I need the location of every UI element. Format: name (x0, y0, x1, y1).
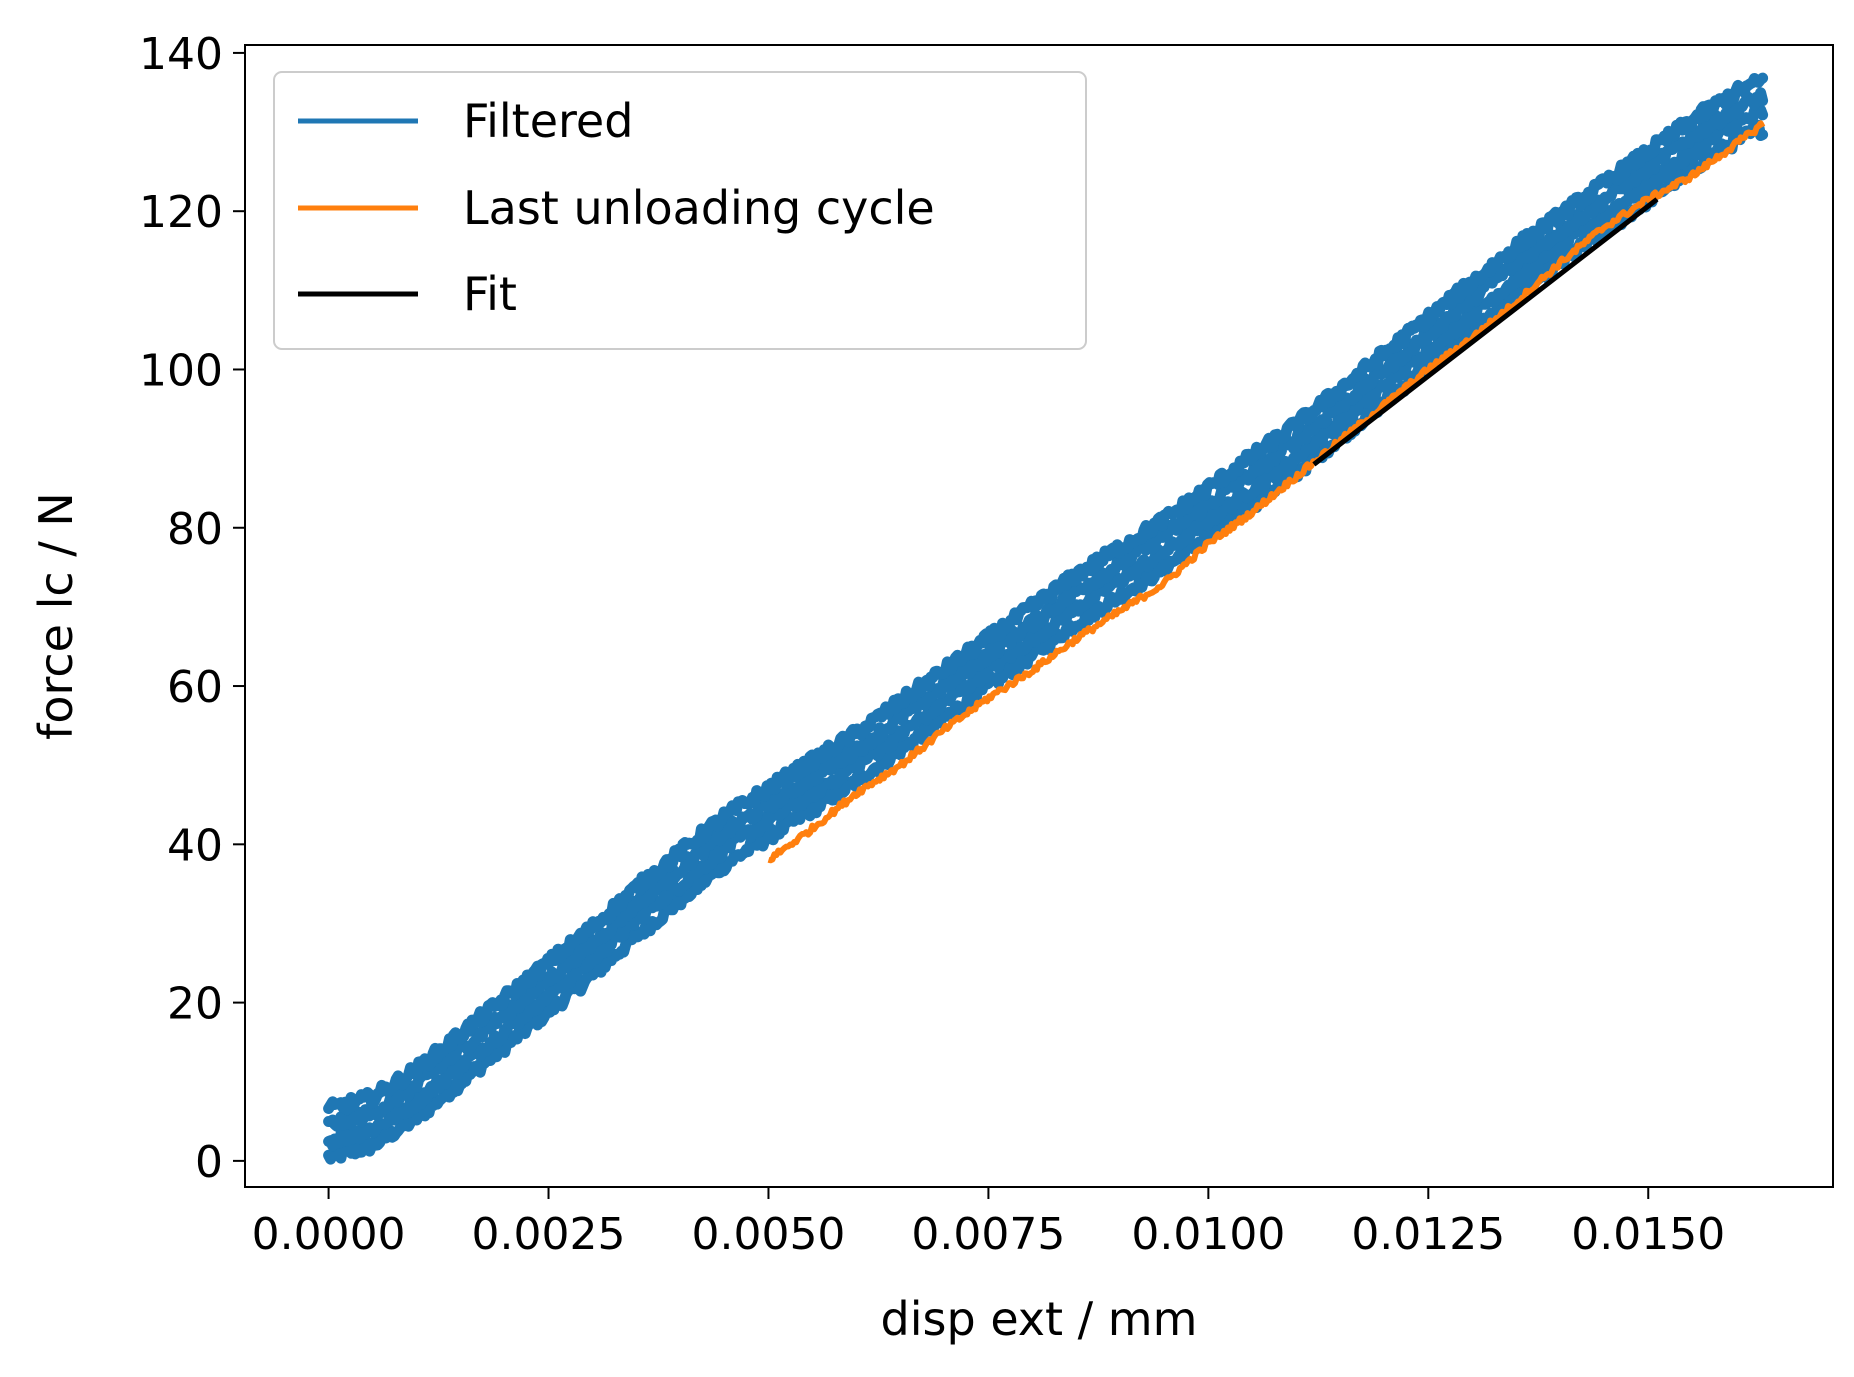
y-tick-label: 80 (167, 504, 223, 555)
legend-box (273, 71, 1087, 350)
y-tick-label: 140 (139, 29, 223, 80)
x-tick-label: 0.0100 (1131, 1209, 1285, 1260)
legend-entry: Filtered (298, 94, 633, 148)
legend: Filtered Last unloading cycle Fit (273, 71, 1087, 350)
y-axis-ticks: 0 20 40 60 80 100 120 140 (139, 29, 245, 1188)
series-fit (1312, 197, 1659, 467)
x-tick-label: 0.0050 (691, 1209, 845, 1260)
x-tick-label: 0.0000 (252, 1209, 406, 1260)
axes-frame (244, 44, 1834, 1188)
series-line (323, 87, 1769, 1132)
y-tick-label: 20 (167, 979, 223, 1030)
y-tick-label: 60 (167, 662, 223, 713)
legend-entry: Fit (298, 267, 517, 321)
legend-label: Last unloading cycle (463, 181, 935, 235)
series-last-unloading-cycle (767, 120, 1766, 864)
x-tick-label: 0.0025 (472, 1209, 626, 1260)
series-line (1312, 197, 1659, 467)
series-line (323, 72, 1769, 1116)
series-line (767, 120, 1766, 864)
legend-label: Filtered (463, 94, 633, 148)
y-axis-label: force lc / N (29, 492, 83, 740)
y-tick-label: 120 (139, 187, 223, 238)
series-line (323, 104, 1769, 1152)
y-tick-label: 0 (195, 1137, 223, 1188)
x-tick-label: 0.0150 (1571, 1209, 1725, 1260)
x-axis-ticks: 0.0000 0.0025 0.0050 0.0075 0.0100 0.0125 0.01… (252, 1187, 1725, 1260)
legend-entry: Last unloading cycle (298, 181, 935, 235)
y-tick-label: 40 (167, 820, 223, 871)
y-tick-label: 100 (139, 345, 223, 396)
series-layer (323, 72, 1769, 1165)
x-tick-label: 0.0125 (1351, 1209, 1505, 1260)
x-axis-label: disp ext / mm (881, 1292, 1198, 1346)
legend-label: Fit (463, 267, 517, 321)
x-tick-label: 0.0075 (911, 1209, 1065, 1260)
